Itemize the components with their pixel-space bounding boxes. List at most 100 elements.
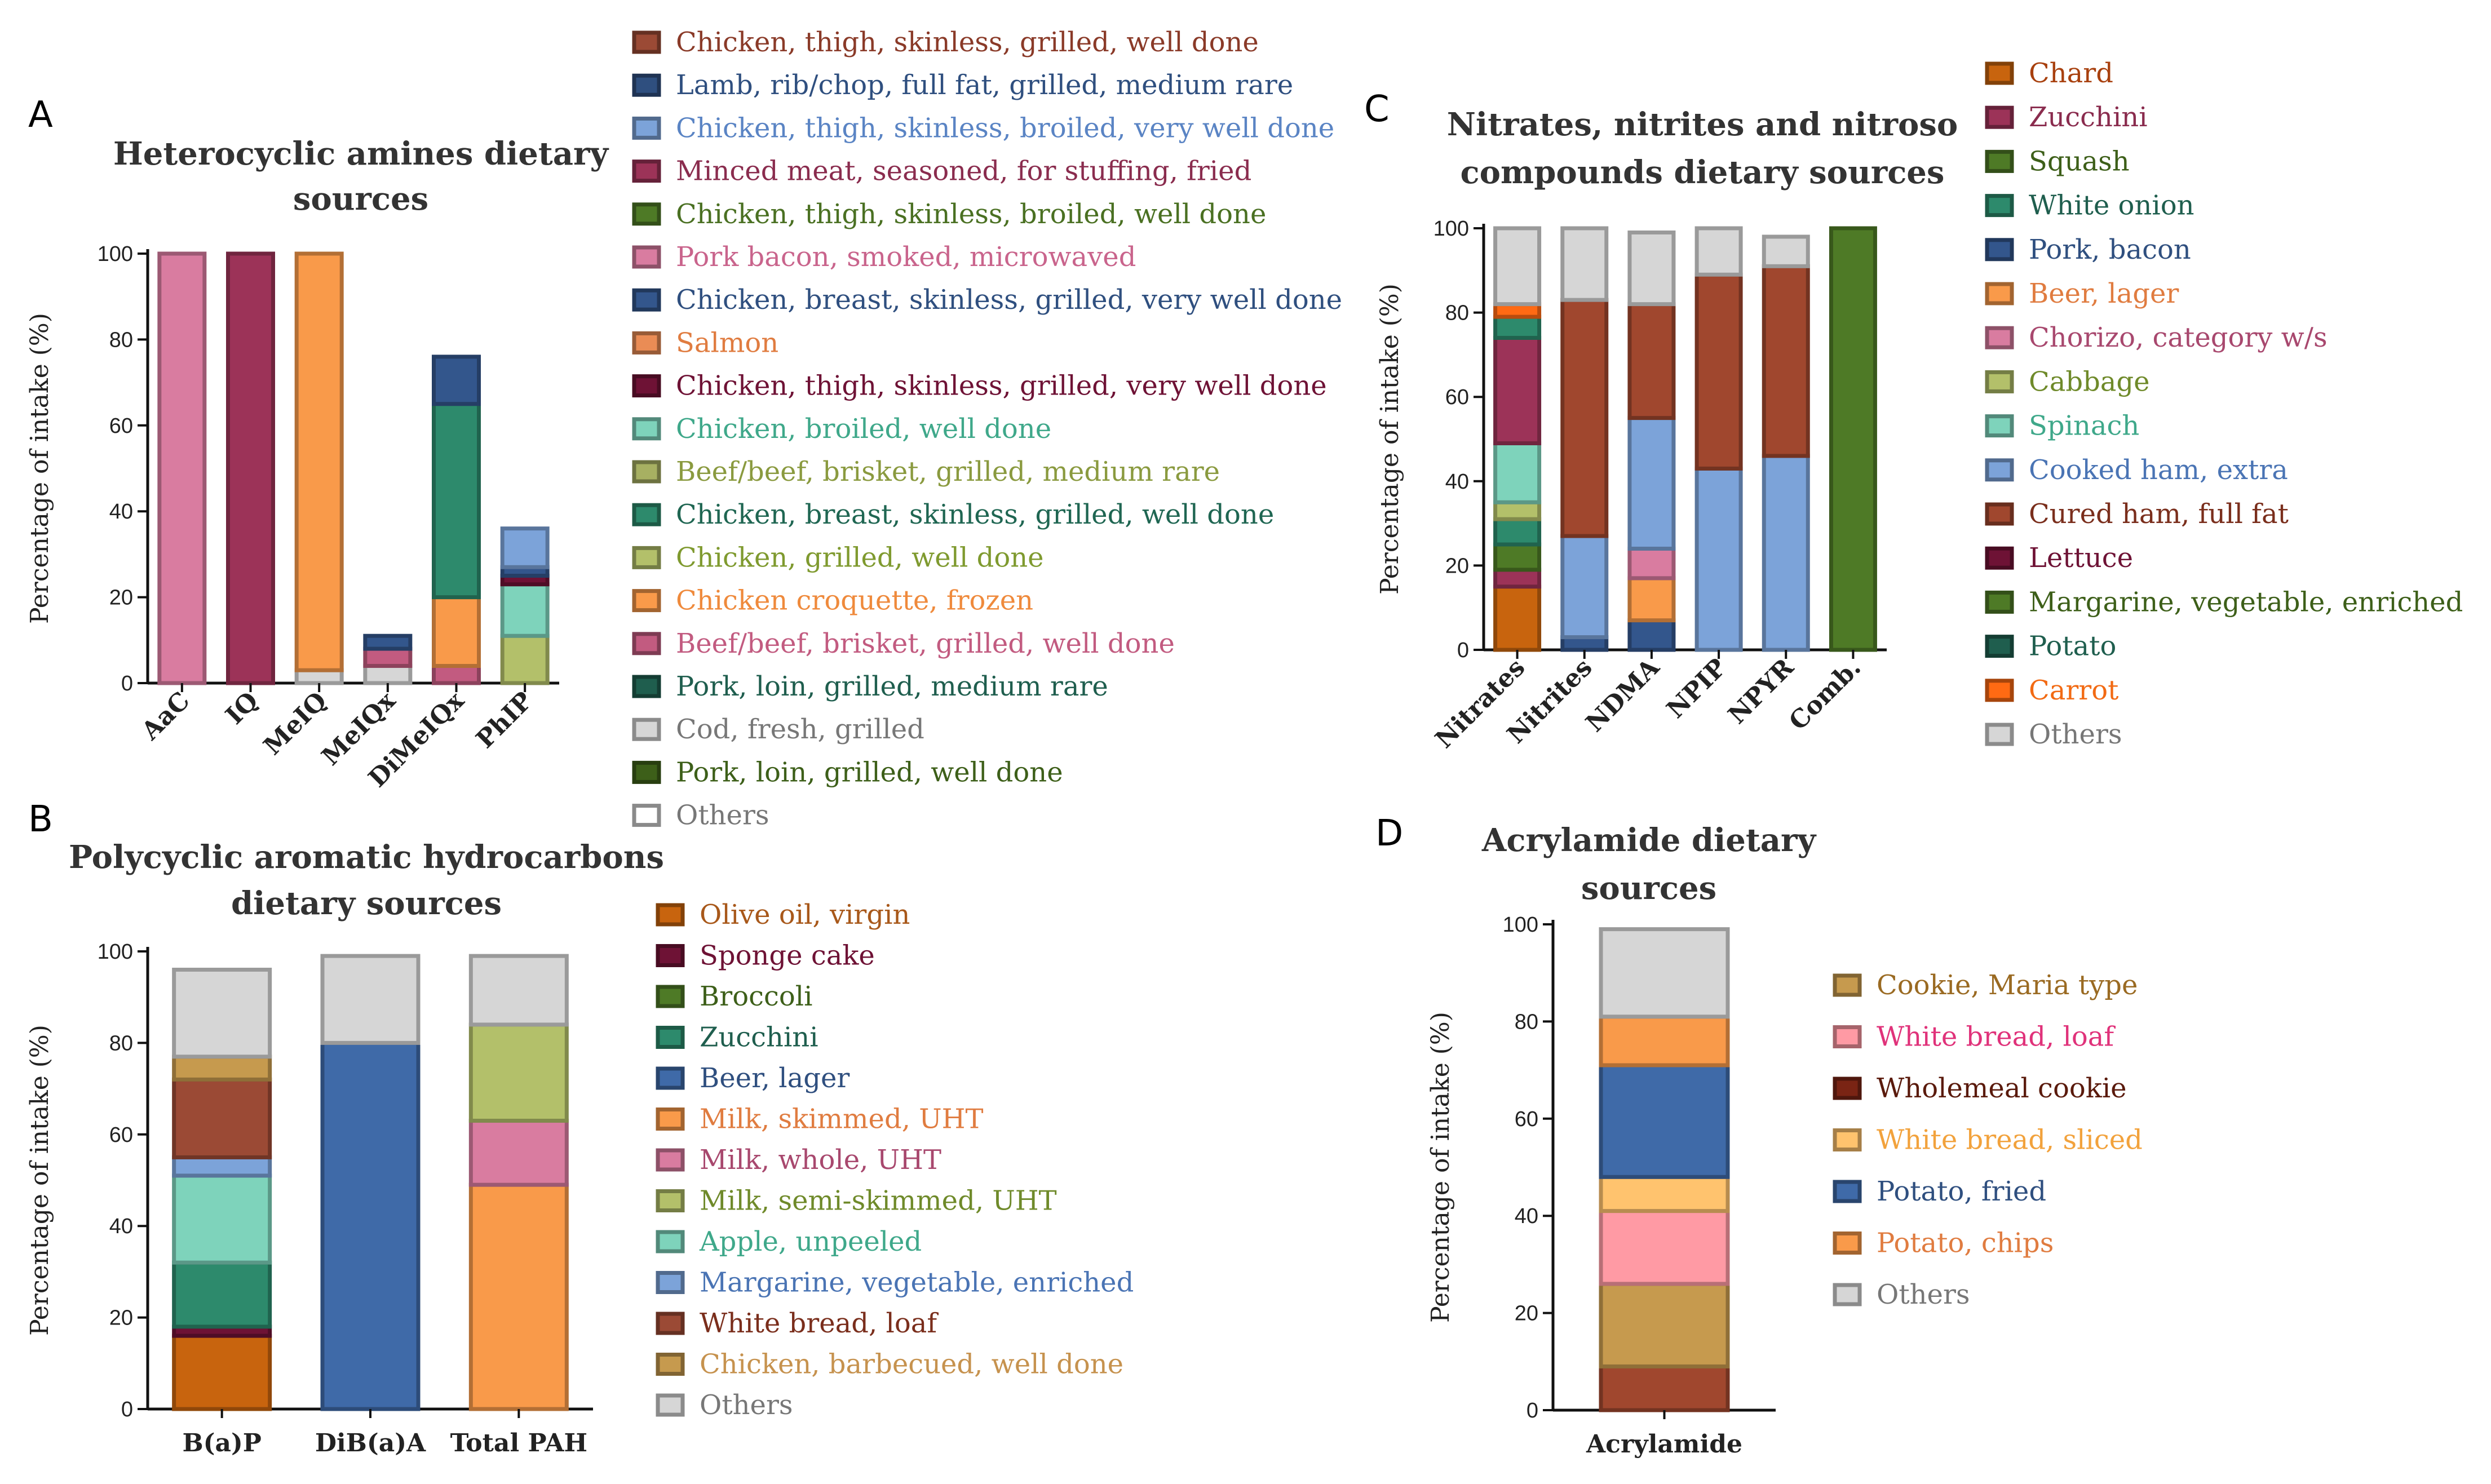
- legend-swatch-b: [656, 1393, 685, 1417]
- x-category-label-b: Total PAH: [450, 1429, 588, 1458]
- bar-segment-c: [1560, 226, 1609, 302]
- y-tick-label-a: 20: [109, 586, 133, 610]
- legend-label-a: Pork, loin, grilled, well done: [676, 756, 1063, 788]
- legend-item-c: Zucchini: [1985, 101, 2148, 133]
- legend-swatch-c: [1985, 414, 2014, 438]
- bar-segment-d: [1599, 1015, 1730, 1067]
- legend-swatch-a: [632, 589, 661, 613]
- legend-label-c: Beer, lager: [2029, 278, 2179, 309]
- legend-item-a: Chicken, thigh, skinless, grilled, well …: [632, 26, 1259, 58]
- x-category-label-a: AaC: [136, 686, 196, 746]
- plot-area-a: 0 20 40 60 80 100 Percentage of intake (%) AaC I…: [25, 242, 559, 793]
- y-tick-label-c: 60: [1445, 386, 1469, 409]
- legend-swatch-b: [656, 1066, 685, 1090]
- legend-label-c: Potato: [2029, 631, 2116, 662]
- panel-a: A Heterocyclic amines dietary sources 0 2…: [25, 26, 1342, 831]
- legend-label-b: Milk, semi-skimmed, UHT: [700, 1185, 1057, 1217]
- x-category-label-b: B(a)P: [182, 1429, 261, 1458]
- legend-label-b: Milk, skimmed, UHT: [700, 1104, 984, 1135]
- bar-segment-a: [500, 526, 550, 569]
- legend-swatch-a: [632, 804, 661, 827]
- legend-item-c: Cooked ham, extra: [1985, 454, 2288, 486]
- bar-segment-c: [1493, 517, 1542, 547]
- legend-item-a: Chicken, breast, skinless, grilled, well…: [632, 499, 1274, 530]
- legend-item-b: Apple, unpeeled: [656, 1226, 922, 1257]
- legend-swatch-d: [1833, 973, 1862, 997]
- bar-segment-c: [1694, 466, 1743, 652]
- bar-segment-d: [1599, 1175, 1730, 1213]
- legend-label-b: Apple, unpeeled: [699, 1226, 922, 1257]
- legend-swatch-a: [632, 73, 661, 97]
- legend-item-a: Beef/beef, brisket, grilled, well done: [632, 628, 1175, 659]
- chart-title-d-line1: Acrylamide dietary: [1481, 822, 1817, 859]
- legend-item-c: Beer, lager: [1985, 278, 2179, 309]
- legend-label-a: Cod, fresh, grilled: [676, 714, 924, 745]
- y-tick-label-d: 0: [1527, 1399, 1538, 1423]
- legend-label-a: Chicken, thigh, skinless, grilled, well …: [676, 26, 1259, 58]
- bar-segment-c: [1694, 272, 1743, 471]
- bar-segment-c: [1627, 416, 1676, 551]
- legend-swatch-c: [1985, 149, 2014, 173]
- legend-label-c: Margarine, vegetable, enriched: [2029, 586, 2463, 618]
- panel-label-a: A: [28, 94, 53, 136]
- legend-item-d: Cookie, Maria type: [1833, 969, 2138, 1001]
- legend-swatch-a: [632, 417, 661, 441]
- legend-label-c: Spinach: [2029, 410, 2139, 442]
- y-tick-label-c: 20: [1445, 554, 1469, 578]
- bar-segment-c: [1493, 314, 1542, 340]
- legend-swatch-c: [1985, 105, 2014, 129]
- legend-item-d: Wholemeal cookie: [1833, 1073, 2127, 1104]
- bar-segment-d: [1599, 1209, 1730, 1286]
- legend-swatch-b: [656, 985, 685, 1008]
- bar-segment-a: [500, 582, 550, 638]
- legend-item-a: Pork, loin, grilled, well done: [632, 756, 1063, 788]
- legend-label-c: Others: [2029, 719, 2122, 750]
- legend-swatch-a: [632, 760, 661, 784]
- bar-segment-b: [320, 1040, 421, 1411]
- bar-segment-d: [1599, 1063, 1730, 1179]
- bar-segment-c: [1627, 618, 1676, 652]
- panel-b: B Polycyclic aromatic hydrocarbons dieta…: [25, 799, 1134, 1458]
- legend-label-a: Beef/beef, brisket, grilled, medium rare: [676, 456, 1220, 488]
- bar-segment-d: [1599, 1282, 1730, 1368]
- legend-label-b: Others: [700, 1389, 793, 1421]
- legend-item-a: Chicken croquette, frozen: [632, 585, 1033, 617]
- bar-segment-b: [468, 1182, 569, 1411]
- legend-item-c: Cabbage: [1985, 366, 2150, 397]
- legend-swatch-a: [632, 717, 661, 741]
- legend-item-b: Sponge cake: [656, 940, 875, 972]
- legend-swatch-a: [632, 160, 661, 183]
- legend-swatch-a: [632, 245, 661, 269]
- bar-segment-a: [500, 634, 550, 685]
- legend-item-b: Chicken, barbecued, well done: [656, 1349, 1123, 1380]
- legend-swatch-c: [1985, 723, 2014, 746]
- bar-segment-b: [172, 1077, 272, 1159]
- legend-swatch-b: [656, 1108, 685, 1131]
- legend-swatch-c: [1985, 282, 2014, 305]
- legend-swatch-a: [632, 30, 661, 54]
- legend-swatch-a: [632, 675, 661, 698]
- legend-swatch-d: [1833, 1232, 1862, 1255]
- legend-label-b: Broccoli: [700, 981, 812, 1012]
- legend-label-c: Cabbage: [2029, 366, 2150, 397]
- legend-item-d: Potato, chips: [1833, 1228, 2054, 1259]
- legend-label-d: White bread, sliced: [1877, 1124, 2143, 1156]
- legend-swatch-a: [632, 116, 661, 140]
- legend-label-c: Cured ham, full fat: [2029, 498, 2289, 530]
- y-tick-label-a: 60: [109, 414, 133, 438]
- bar-segment-a: [157, 251, 207, 685]
- legend-item-a: Lamb, rib/chop, full fat, grilled, mediu…: [632, 69, 1293, 101]
- legend-item-c: Spinach: [1985, 410, 2139, 442]
- legend-label-c: Carrot: [2029, 675, 2118, 706]
- bar-segment-d: [1599, 927, 1730, 1019]
- legend-label-b: Beer, lager: [700, 1062, 849, 1094]
- legend-label-c: Zucchini: [2029, 101, 2148, 133]
- legend-swatch-b: [656, 1271, 685, 1294]
- legend-label-a: Chicken, thigh, skinless, broiled, very …: [676, 112, 1334, 144]
- legend-swatch-c: [1985, 61, 2014, 85]
- legend-swatch-d: [1833, 1180, 1862, 1203]
- bar-segment-a: [432, 664, 481, 685]
- legend-label-a: Pork, loin, grilled, medium rare: [676, 671, 1108, 702]
- legend-item-a: Pork bacon, smoked, microwaved: [632, 241, 1136, 273]
